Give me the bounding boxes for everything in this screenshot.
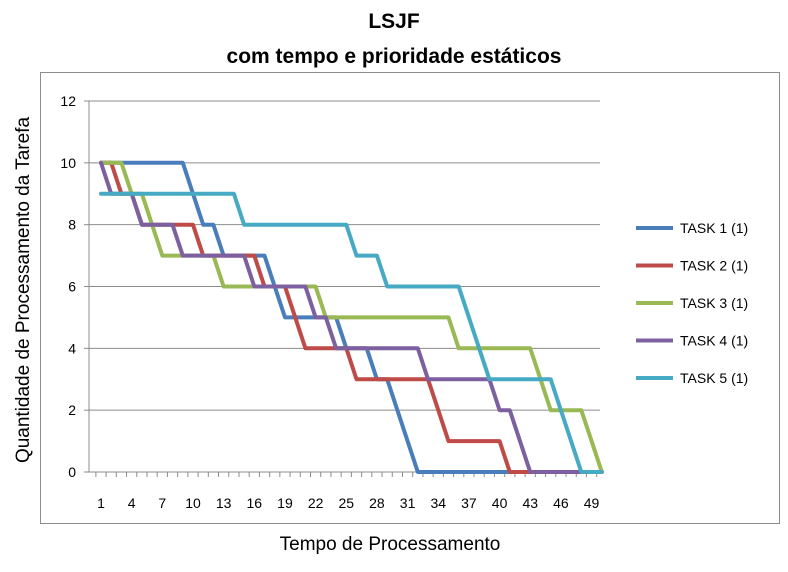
x-tick-label: 46	[553, 495, 569, 511]
series-line-5	[99, 191, 604, 474]
y-axis-label: Quantidade de Processamento da Tarefa	[13, 116, 34, 464]
series-lines	[99, 160, 604, 474]
x-tick-label: 31	[400, 495, 416, 511]
x-tick-label: 40	[492, 495, 508, 511]
x-tick-label: 34	[430, 495, 446, 511]
y-tick-label: 0	[68, 464, 76, 480]
legend-label-3: TASK 3 (1)	[680, 295, 748, 311]
x-tick-label: 10	[185, 495, 201, 511]
x-tick-label: 19	[277, 495, 293, 511]
x-tick-label: 49	[584, 495, 600, 511]
y-tick-labels: 0 2 4 6 8 10 12	[60, 93, 76, 480]
x-axis-label: Tempo de Processamento	[279, 534, 501, 555]
chart-subtitle: com tempo e prioridade estáticos	[226, 45, 562, 68]
axes	[84, 100, 600, 477]
series-line-4	[99, 160, 604, 474]
legend-label-2: TASK 2 (1)	[680, 258, 748, 274]
y-tick-label: 4	[68, 340, 76, 356]
y-tick-label: 12	[60, 93, 76, 109]
x-tick-label: 7	[158, 495, 166, 511]
x-tick-labels: 1 4 7 10 13 16 19 22 25 28 31 34 37 40 43 46 49	[97, 495, 599, 511]
x-tick-label: 37	[461, 495, 477, 511]
y-tick-label: 2	[68, 402, 76, 418]
legend-label-5: TASK 5 (1)	[680, 370, 748, 386]
x-tick-label: 22	[308, 495, 324, 511]
x-tick-label: 25	[338, 495, 354, 511]
x-tick-label: 4	[128, 495, 136, 511]
x-tick-label: 16	[247, 495, 263, 511]
legend: TASK 1 (1) TASK 2 (1) TASK 3 (1) TASK 4 (1)…	[636, 220, 748, 386]
x-tick-label: 1	[97, 495, 105, 511]
series-line-3	[99, 160, 604, 474]
x-tick-label: 43	[522, 495, 538, 511]
legend-label-1: TASK 1 (1)	[680, 220, 748, 236]
x-tick-label: 13	[216, 495, 232, 511]
x-tick-label: 28	[369, 495, 385, 511]
y-tick-label: 6	[68, 279, 76, 295]
y-tick-label: 10	[60, 155, 76, 171]
legend-label-4: TASK 4 (1)	[680, 333, 748, 349]
chart-title: LSJF	[368, 10, 420, 33]
chart-frame	[40, 72, 780, 524]
y-tick-label: 8	[68, 217, 76, 233]
